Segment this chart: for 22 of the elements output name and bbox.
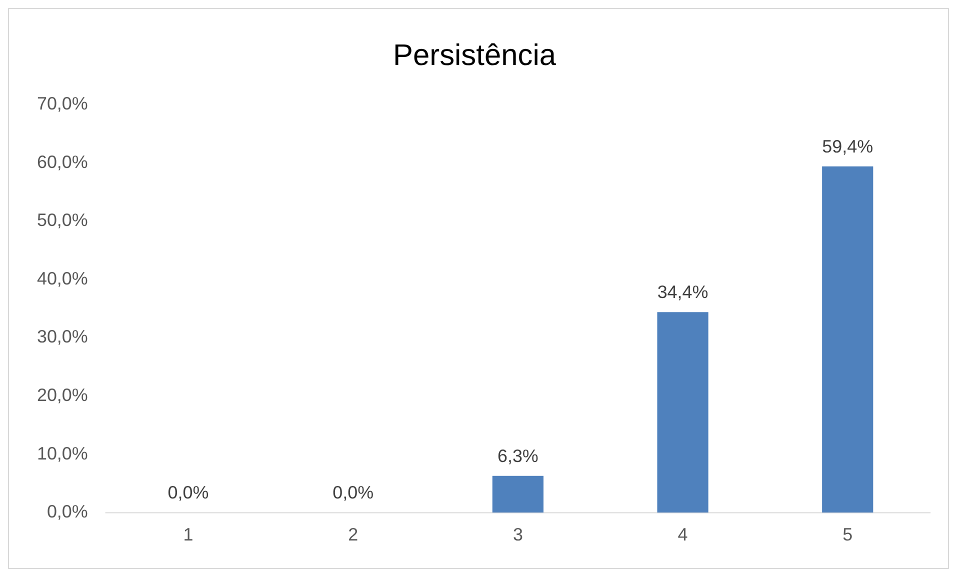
bar: [822, 166, 874, 513]
x-tick-label: 1: [183, 524, 194, 544]
y-tick-label: 60,0%: [36, 152, 88, 172]
data-label: 0,0%: [332, 482, 374, 503]
y-tick-label: 50,0%: [36, 210, 88, 230]
y-tick-label: 40,0%: [36, 268, 88, 288]
x-tick-label: 2: [348, 524, 358, 544]
data-label: 34,4%: [657, 282, 708, 302]
bar: [657, 312, 708, 513]
x-tick-label: 4: [678, 524, 688, 544]
data-label: 59,4%: [822, 136, 874, 156]
chart-title: Persistência: [392, 39, 556, 72]
y-tick-label: 0,0%: [46, 502, 88, 522]
x-tick-label: 5: [842, 524, 853, 544]
y-tick-label: 70,0%: [36, 94, 88, 114]
y-tick-label: 20,0%: [36, 385, 88, 405]
y-tick-label: 30,0%: [36, 326, 88, 347]
data-label: 6,3%: [497, 446, 538, 466]
x-tick-label: 3: [512, 524, 523, 544]
data-label: 0,0%: [168, 482, 209, 503]
y-tick-label: 10,0%: [36, 443, 88, 464]
bar: [492, 476, 544, 513]
